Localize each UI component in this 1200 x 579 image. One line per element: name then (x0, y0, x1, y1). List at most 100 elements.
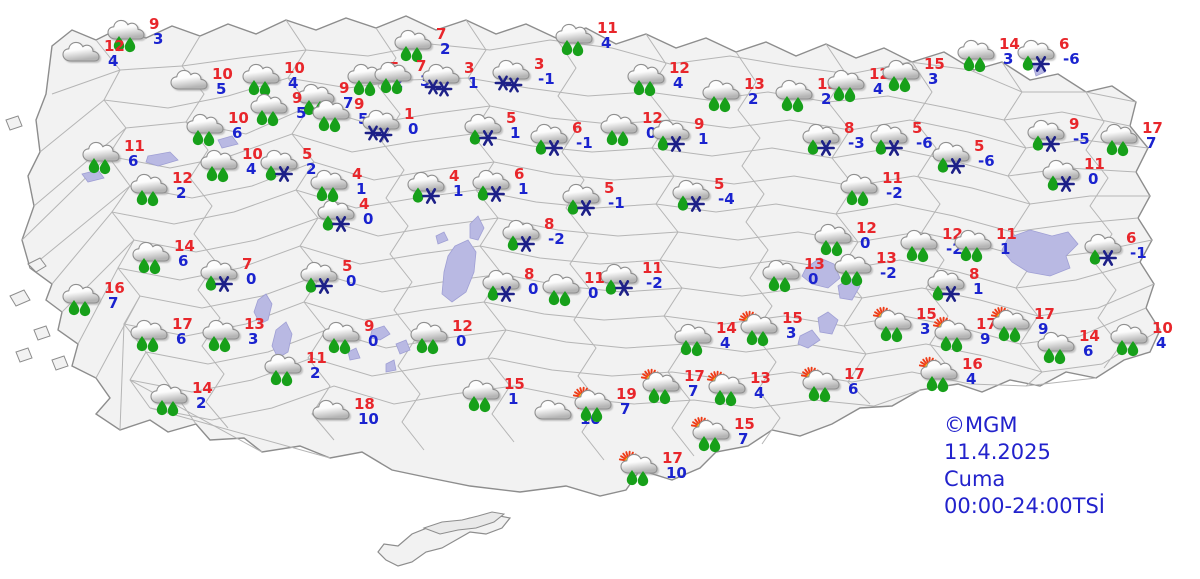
max-temperature: 8 (844, 119, 855, 137)
cloud-with-rain-icon (240, 62, 286, 97)
lake-beysehir (271, 321, 293, 359)
cloud-with-rain-and-snow-icon (868, 122, 914, 156)
max-temperature: 10 (1152, 319, 1173, 337)
cloud-with-rain-icon (105, 18, 151, 53)
max-temperature: 5 (912, 119, 923, 137)
max-temperature: 13 (804, 255, 825, 273)
min-temperature: -2 (646, 274, 663, 292)
max-temperature: 14 (999, 35, 1020, 53)
cloud-with-rain-icon (812, 222, 858, 257)
min-temperature: 1 (453, 182, 464, 200)
min-temperature: 2 (440, 40, 451, 58)
cyprus-island (377, 511, 512, 567)
min-temperature: 4 (673, 74, 684, 92)
cloud-with-rain-and-snow-icon (560, 182, 606, 216)
min-temperature: -4 (718, 190, 735, 208)
min-temperature: 1 (510, 124, 521, 142)
cloud-icon (60, 40, 106, 70)
cloud-with-rain-icon (838, 172, 884, 207)
sun-behind-cloud-with-rain-icon (690, 416, 736, 453)
min-temperature: -2 (880, 264, 897, 282)
max-temperature: 3 (534, 55, 545, 73)
max-temperature: 4 (352, 165, 363, 183)
min-temperature: 0 (588, 284, 599, 302)
lake-tuz (441, 239, 477, 303)
max-temperature: 15 (916, 305, 937, 323)
max-temperature: 17 (684, 367, 705, 385)
min-temperature: 6 (232, 124, 243, 142)
cloud-with-rain-icon (345, 62, 391, 97)
min-temperature: 5 (216, 80, 227, 98)
max-temperature: 10 (242, 145, 263, 163)
min-temperature: 2 (748, 90, 759, 108)
min-temperature: 7 (738, 430, 749, 448)
cloud-with-rain-icon (460, 378, 506, 413)
cloud-with-rain-icon (760, 258, 806, 293)
cloud-icon (532, 398, 578, 428)
max-temperature: 12 (642, 109, 663, 127)
max-temperature: 11 (597, 19, 618, 37)
max-temperature: 5 (714, 175, 725, 193)
cloud-with-rain-icon (625, 62, 671, 97)
max-temperature: 12 (172, 169, 193, 187)
min-temperature: 5 (296, 104, 307, 122)
min-temperature: 6 (848, 380, 859, 398)
min-temperature: 4 (966, 370, 977, 388)
max-temperature: 12 (669, 59, 690, 77)
cloud-with-rain-icon (952, 228, 998, 263)
min-temperature: 6 (128, 152, 139, 170)
max-temperature: 15 (924, 55, 945, 73)
max-temperature: 5 (506, 109, 517, 127)
min-temperature: -1 (608, 194, 625, 212)
cloud-with-rain-and-snow-icon (1025, 118, 1071, 152)
legend-day: Cuma (944, 467, 1006, 491)
cloud-with-snow-icon (490, 58, 536, 93)
min-temperature: 1 (973, 280, 984, 298)
max-temperature: 16 (104, 279, 125, 297)
max-temperature: 7 (416, 57, 427, 75)
max-temperature: 9 (339, 79, 350, 97)
cloud-with-rain-icon (184, 112, 230, 147)
max-temperature: 17 (844, 365, 865, 383)
max-temperature: 14 (192, 379, 213, 397)
max-temperature: 6 (514, 165, 525, 183)
cloud-with-rain-and-snow-icon (1040, 158, 1086, 192)
cloud-with-rain-icon (198, 148, 244, 183)
cloud-with-rain-icon (128, 172, 174, 207)
min-temperature: 4 (754, 384, 765, 402)
cloud-with-rain-icon (832, 252, 878, 287)
sun-behind-cloud-with-rain-icon (990, 306, 1036, 343)
min-temperature: 7 (688, 382, 699, 400)
max-temperature: 13 (244, 315, 265, 333)
min-temperature: 0 (528, 280, 539, 298)
max-temperature: 7 (436, 25, 447, 43)
min-temperature: -6 (1063, 50, 1080, 68)
max-temperature: 7 (242, 255, 253, 273)
cloud-with-rain-icon (392, 28, 438, 63)
aegean-islands (5, 115, 69, 371)
cloud-with-rain-icon (80, 140, 126, 175)
max-temperature: 12 (452, 317, 473, 335)
max-temperature: 16 (962, 355, 983, 373)
max-temperature: 12 (104, 37, 125, 55)
min-temperature: 9 (980, 330, 991, 348)
legend-copyright: ©MGM (944, 413, 1018, 437)
cloud-with-rain-icon (880, 58, 926, 93)
max-temperature: 11 (124, 137, 145, 155)
min-temperature: 1 (508, 390, 519, 408)
cloud-with-rain-and-snow-icon (1082, 232, 1128, 266)
cloud-with-rain-icon (955, 38, 1001, 73)
cloud-with-rain-icon (130, 240, 176, 275)
max-temperature: 6 (1126, 229, 1137, 247)
sun-behind-cloud-with-rain-icon (932, 316, 978, 353)
min-temperature: 3 (786, 324, 797, 342)
min-temperature: 4 (288, 74, 299, 92)
max-temperature: 15 (734, 415, 755, 433)
min-temperature: 0 (246, 270, 257, 288)
cloud-with-rain-and-snow-icon (925, 268, 971, 302)
min-temperature: 4 (246, 160, 257, 178)
cloud-with-rain-and-snow-icon (298, 260, 344, 294)
min-temperature: 0 (368, 332, 379, 350)
min-temperature: 2 (196, 394, 207, 412)
max-temperature: 9 (292, 89, 303, 107)
